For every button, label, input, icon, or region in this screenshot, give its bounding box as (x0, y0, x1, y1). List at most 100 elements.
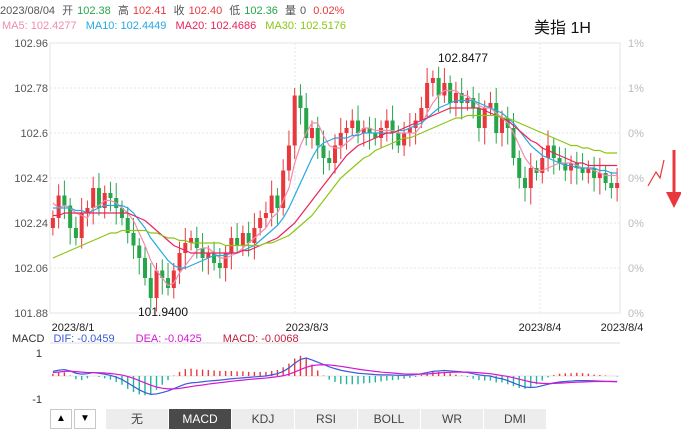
tab-kdj[interactable]: KDJ (232, 409, 295, 429)
candle-body (499, 118, 504, 133)
candle-body (471, 98, 476, 108)
candle-body (390, 120, 395, 133)
candle-body (206, 253, 211, 258)
candle-body (356, 120, 361, 133)
candle-body (108, 193, 113, 198)
candle-body (609, 183, 614, 188)
triangle-down-icon[interactable]: ▼ (74, 409, 96, 429)
close-value: 102.40 (188, 5, 223, 17)
candle-body (68, 205, 73, 228)
candle-body (384, 120, 389, 128)
candle-body (292, 95, 297, 146)
candle-body (56, 195, 61, 218)
candle-body (494, 103, 499, 133)
candle-body (361, 128, 366, 133)
candle-body (327, 158, 332, 163)
candle-body (62, 195, 67, 206)
macd-tick-label: -1 (32, 394, 42, 406)
candle-body (73, 228, 78, 238)
trend-arrow-line (647, 159, 665, 187)
candle-body (246, 233, 251, 243)
candle-body (615, 183, 620, 188)
quote-bar: 2023/08/04 开 102.38 高 102.41 收 102.40 低 102.… (0, 2, 681, 18)
dea-label: DEA: -0.0425 (135, 333, 202, 345)
candle-body (258, 218, 263, 228)
candle-body (436, 78, 441, 96)
y-tick-label: 101.88 (14, 308, 48, 320)
candle-body (517, 158, 522, 178)
tab-dmi[interactable]: DMI (484, 409, 547, 429)
ma30-line (52, 114, 618, 259)
open-value: 102.38 (77, 5, 111, 17)
high-value: 102.41 (132, 5, 167, 17)
candle-body (252, 228, 257, 243)
macd-legend: MACD DIF: -0.0459 DEA: -0.0425 MACD: -0.… (12, 333, 317, 345)
pct-tick-label: 0% (628, 173, 644, 185)
change-value: 0.02% (313, 5, 345, 17)
candle-body (373, 133, 378, 138)
pct-tick-label: 0% (628, 218, 644, 230)
candle-body (217, 263, 222, 268)
dif-label: DIF: -0.0459 (53, 333, 115, 345)
vol-label: 量 (285, 5, 296, 17)
tab-none[interactable]: 无 (106, 409, 169, 429)
x-tick-label: 2023/8/4 (601, 322, 644, 334)
candle-body (50, 218, 55, 228)
indicator-tabs: ▲ ▼ 无 MACD KDJ RSI BOLL WR DMI (50, 409, 650, 429)
tab-wr[interactable]: WR (421, 409, 484, 429)
ma30-label: MA30: 102.5176 (265, 20, 347, 32)
candle-body (304, 108, 309, 138)
ma-legend: MA5: 102.4277 MA10: 102.4449 MA20: 102.4… (2, 20, 352, 32)
candle-body (235, 238, 240, 246)
tab-rsi[interactable]: RSI (295, 409, 358, 429)
candle-body (448, 83, 453, 103)
candle-body (442, 83, 447, 96)
candle-body (275, 195, 280, 208)
candle-body (430, 78, 435, 83)
candle-body (396, 133, 401, 146)
candle-body (315, 128, 320, 146)
price-chart: 102.96 1% 102.78 1% 102.6 0% 102.42 0% 102.24 0% 1… (14, 38, 681, 406)
candle-body (488, 103, 493, 108)
pct-tick-label: 0% (628, 128, 644, 140)
open-label: 开 (62, 5, 74, 17)
candle-body (350, 120, 355, 128)
tab-macd[interactable]: MACD (169, 409, 232, 429)
candle-body (281, 170, 286, 208)
pct-tick-label: 0% (628, 263, 644, 275)
candle-body (171, 270, 176, 288)
candle-body (91, 188, 96, 208)
candle-body (580, 168, 585, 173)
candle-body (338, 133, 343, 146)
quote-date: 2023/08/04 (0, 5, 56, 17)
ma20-label: MA20: 102.4686 (175, 20, 257, 32)
candle-body (407, 128, 412, 133)
pct-tick-label: 1% (628, 83, 644, 95)
y-tick-label: 102.42 (14, 173, 48, 185)
candle-body (592, 168, 597, 178)
tab-boll[interactable]: BOLL (358, 409, 421, 429)
vol-value: 0 (300, 5, 307, 17)
candle-body (522, 178, 528, 188)
y-tick-label: 102.96 (14, 38, 48, 50)
candle-body (344, 128, 349, 133)
candle-body (85, 208, 90, 213)
candle-body (459, 93, 464, 103)
y-tick-label: 102.6 (20, 128, 48, 140)
candle-body (332, 145, 338, 163)
candle-body (546, 145, 551, 158)
high-annotation: 102.8477 (438, 51, 488, 65)
y-tick-label: 102.24 (14, 218, 48, 230)
candle-body (482, 108, 487, 128)
candle-body (223, 253, 228, 268)
candle-body (131, 233, 136, 246)
triangle-up-icon[interactable]: ▲ (50, 409, 72, 429)
y-tick-label: 102.06 (14, 263, 48, 275)
candle-body (286, 145, 291, 171)
trend-arrow-head (666, 192, 681, 208)
ma5-line (52, 89, 618, 287)
candle-body (240, 233, 245, 246)
candle-body (183, 243, 188, 253)
candle-body (137, 245, 142, 258)
candle-body (419, 108, 424, 121)
